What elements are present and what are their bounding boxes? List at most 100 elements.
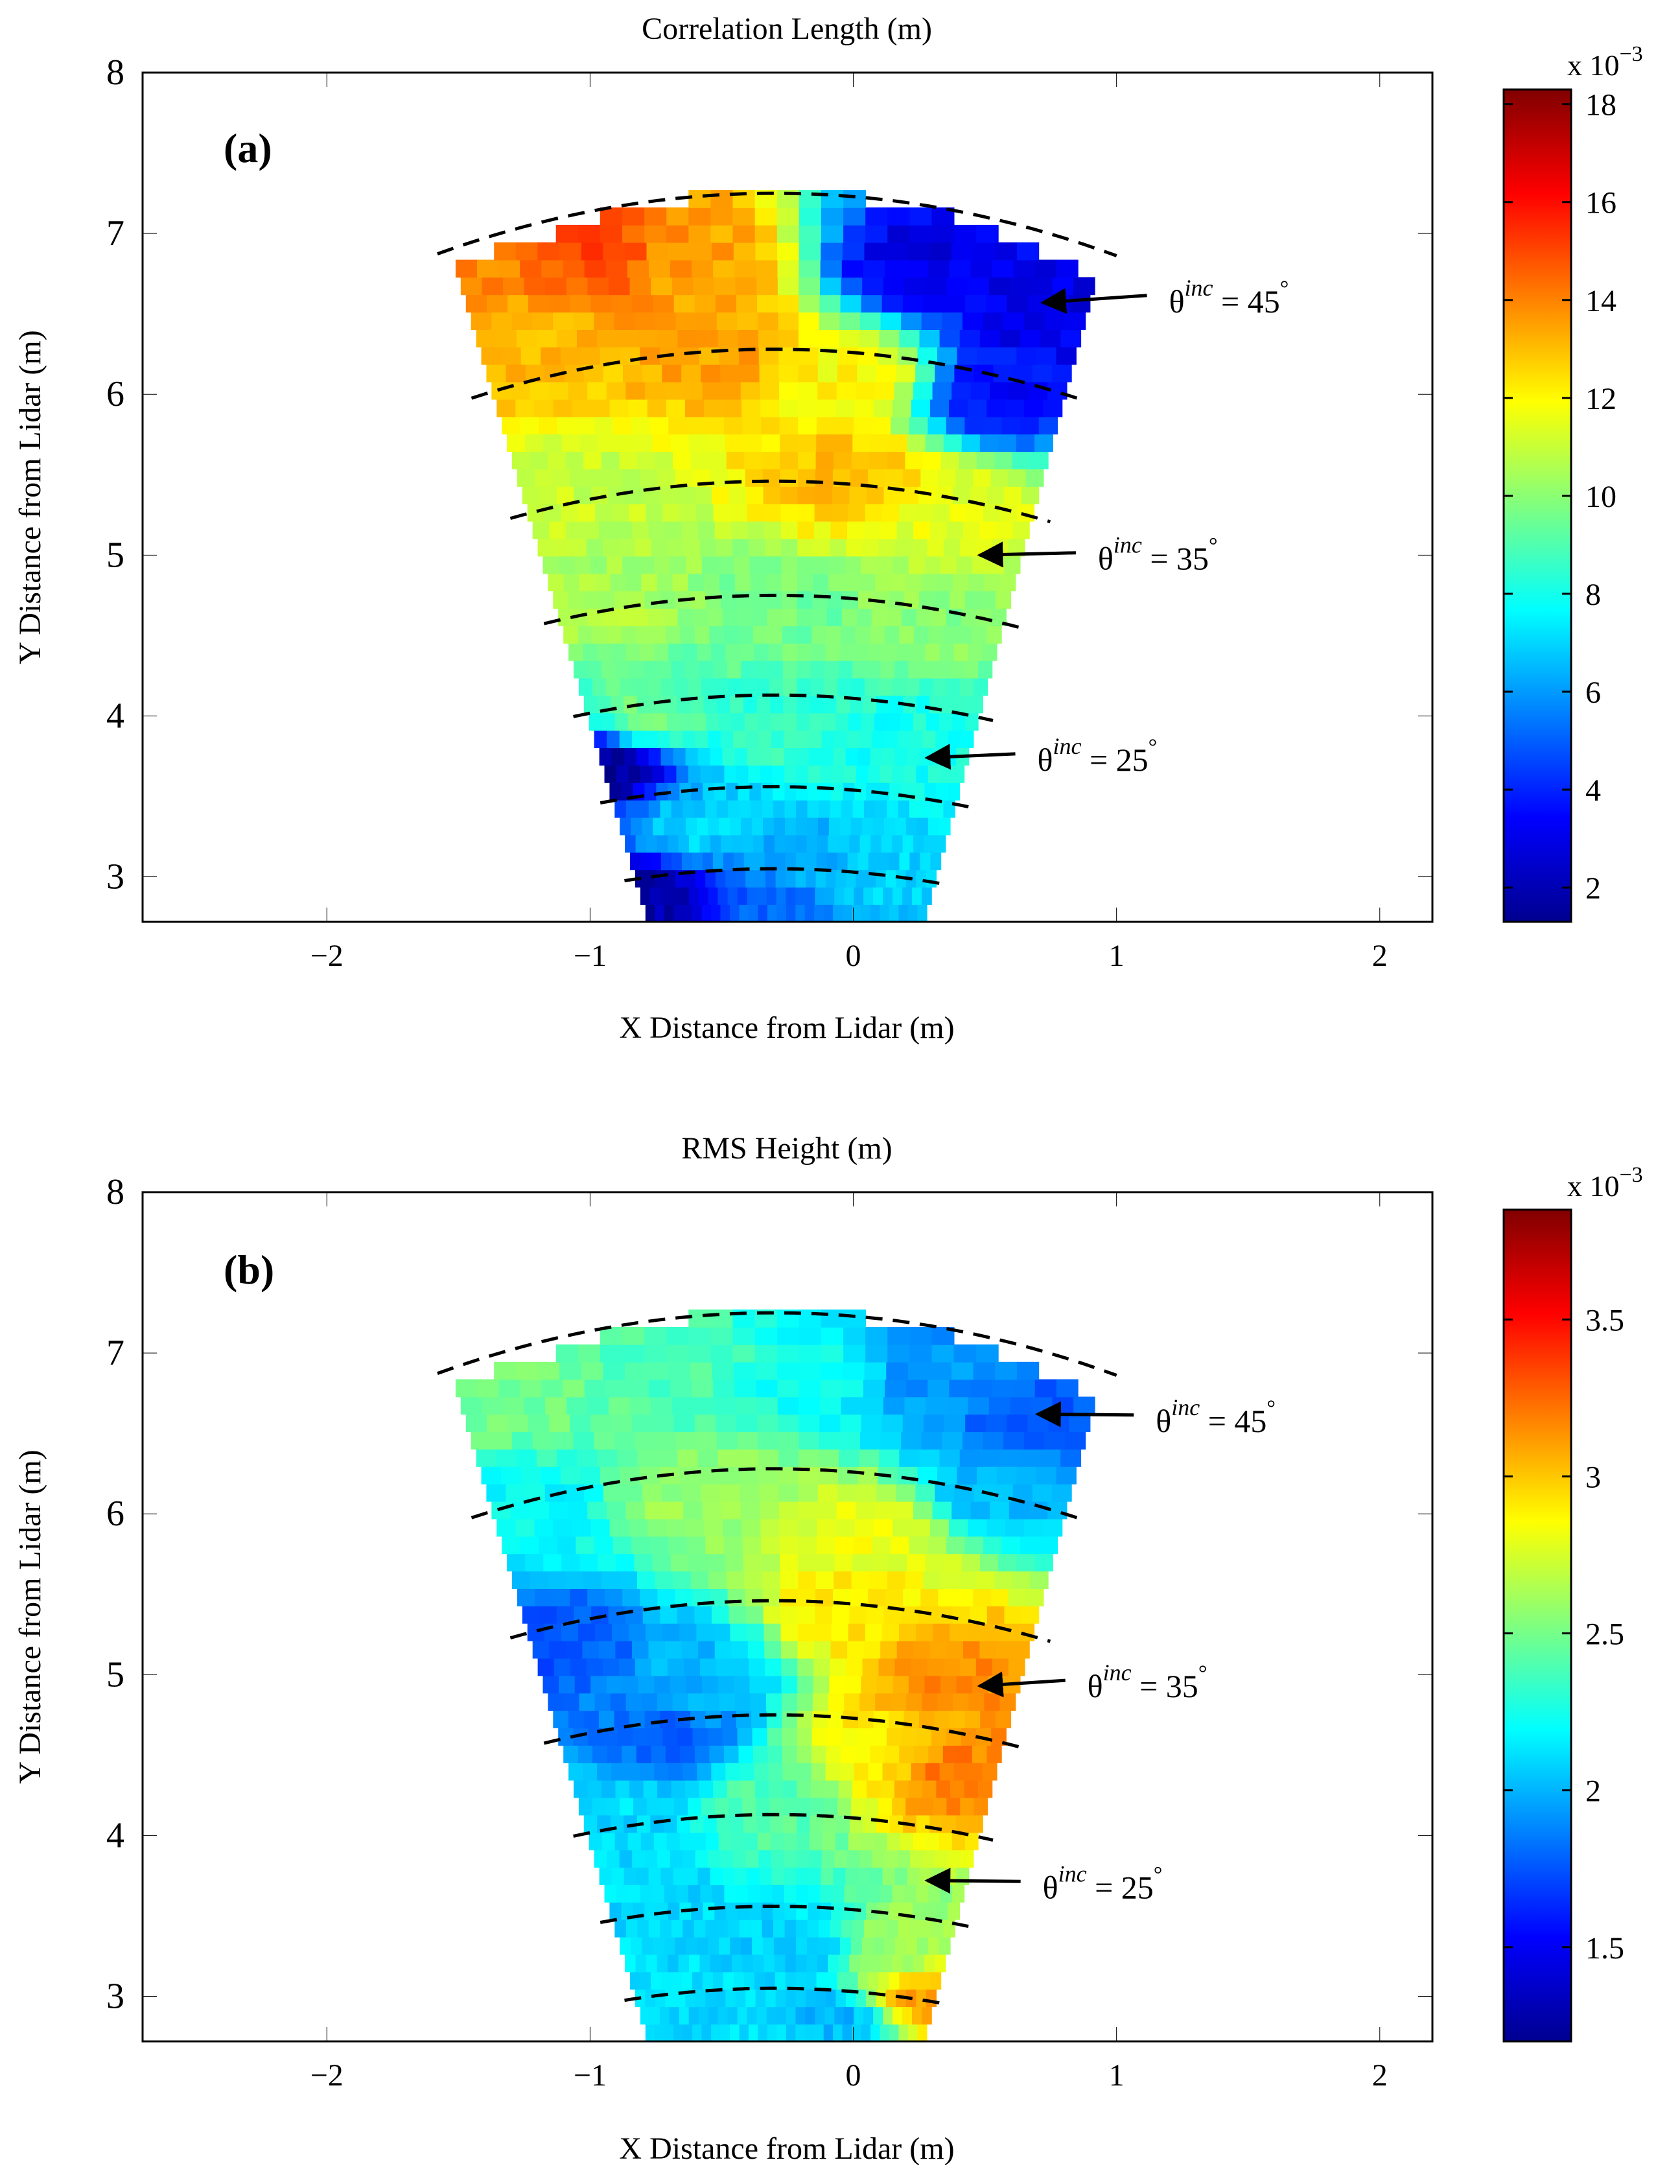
heatmap-cell [1016, 1466, 1037, 1485]
heatmap-cell [870, 834, 882, 853]
heatmap-cell [894, 660, 909, 679]
heatmap-cell [784, 747, 797, 766]
heatmap-cell [720, 2024, 730, 2042]
heatmap-cell [625, 799, 638, 818]
heatmap-cell [807, 1936, 819, 1955]
heatmap-cell [673, 2024, 684, 2042]
heatmap-cell [827, 591, 844, 609]
heatmap-cell [686, 1675, 703, 1694]
incidence-arc [437, 1311, 1117, 1377]
heatmap-cell [573, 608, 589, 626]
heatmap-cell [745, 469, 764, 487]
heatmap-cell [757, 294, 778, 313]
heatmap-cell [664, 1885, 677, 1903]
heatmap-cell [840, 1414, 862, 1433]
heatmap-cell [885, 1989, 897, 2008]
heatmap-cell [713, 503, 731, 522]
heatmap-cell [1069, 1414, 1091, 1433]
y-tick-label: 5 [106, 535, 124, 575]
heatmap-cell [866, 1606, 885, 1624]
heatmap-cell [539, 486, 557, 504]
heatmap-cell [843, 1327, 866, 1345]
heatmap-cell [995, 242, 1018, 261]
heatmap-cell [820, 1396, 842, 1415]
heatmap-cell [765, 1693, 782, 1711]
heatmap-cell [727, 887, 738, 905]
heatmap-cell [743, 1814, 758, 1833]
heatmap-cell [610, 573, 627, 592]
heatmap-cell [607, 626, 622, 644]
heatmap-cell [838, 1954, 850, 1973]
colorbar-exponent: x 10−3 [1567, 1163, 1643, 1203]
heatmap-cell [852, 434, 872, 452]
heatmap-cell [708, 1936, 719, 1955]
heatmap-cell [701, 364, 721, 382]
heatmap-cell [625, 1954, 636, 1973]
heatmap-cell [863, 695, 877, 714]
heatmap-cell [631, 1640, 649, 1659]
heatmap-cell [902, 887, 913, 905]
heatmap-cell [620, 1466, 640, 1485]
heatmap-cell [688, 1693, 705, 1711]
heatmap-cell [675, 469, 694, 487]
heatmap-cell [619, 1849, 633, 1868]
heatmap-cell [1034, 434, 1053, 452]
heatmap-cell [635, 312, 656, 330]
heatmap-cell [654, 642, 669, 661]
heatmap-cell [850, 1588, 869, 1606]
heatmap-cell [1038, 416, 1058, 435]
heatmap-cell [657, 573, 673, 592]
heatmap-cell [896, 1640, 914, 1659]
heatmap-cell [576, 416, 595, 435]
heatmap-cell [814, 2024, 824, 2042]
heatmap-cell [553, 1431, 574, 1450]
heatmap-cell [861, 1675, 878, 1694]
heatmap-cell [858, 852, 869, 871]
heatmap-cell [548, 1571, 566, 1589]
heatmap-cell [927, 1658, 944, 1676]
heatmap-cell [992, 259, 1014, 278]
heatmap-cell [854, 1536, 873, 1555]
heatmap-cell [556, 329, 578, 347]
heatmap-cell [465, 1414, 487, 1433]
heatmap-cell [733, 1849, 747, 1868]
heatmap-cell [598, 591, 615, 609]
heatmap-cell [679, 2006, 690, 2025]
heatmap-cell [887, 1571, 906, 1589]
heatmap-cell [666, 712, 681, 731]
heatmap-cell [907, 747, 920, 766]
heatmap-cell [722, 1728, 738, 1746]
heatmap-cell [861, 1832, 875, 1851]
heatmap-cell [841, 626, 856, 644]
heatmap-cell [655, 904, 665, 922]
heatmap-cell [870, 1954, 882, 1973]
heatmap-cell [762, 469, 781, 487]
heatmap-cell [759, 1483, 780, 1502]
heatmap-cell [859, 1449, 880, 1467]
heatmap-cell [782, 1762, 798, 1781]
heatmap-cell [939, 1449, 961, 1467]
heatmap-cell [767, 608, 783, 626]
heatmap-cell [671, 852, 682, 871]
heatmap-cell [814, 1623, 832, 1641]
heatmap-cell [508, 294, 529, 313]
heatmap-cell [739, 2024, 749, 2042]
heatmap-cell [671, 1919, 683, 1938]
heatmap-cell [654, 1675, 671, 1694]
heatmap-cell [911, 399, 931, 417]
heatmap-cell [616, 1553, 635, 1572]
heatmap-cell [826, 608, 843, 626]
heatmap-cell [716, 799, 729, 818]
heatmap-cell [574, 660, 589, 679]
heatmap-cell [841, 1396, 863, 1415]
heatmap-cell [563, 573, 580, 592]
heatmap-cell [671, 799, 683, 818]
heatmap-cell [598, 1640, 616, 1659]
heatmap-cell [619, 677, 634, 696]
heatmap-cell [599, 1867, 612, 1885]
heatmap-cell [820, 765, 833, 783]
heatmap-cell [964, 1779, 979, 1798]
heatmap-cell [537, 1361, 560, 1380]
heatmap-cell [897, 1466, 918, 1485]
heatmap-cell [675, 1431, 697, 1450]
